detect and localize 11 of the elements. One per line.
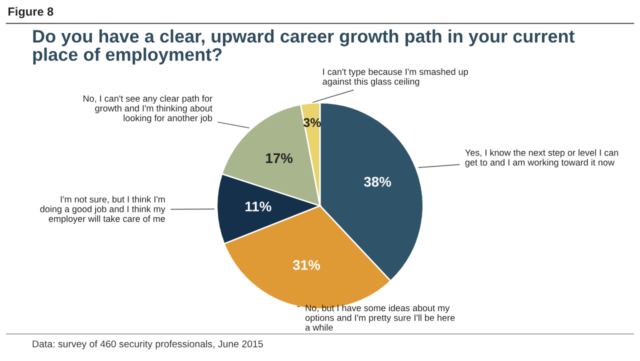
caption: Figure 8 — [8, 7, 54, 18]
slice-label: Yes, I know the next step or level I can get to and I am working toward it now — [465, 149, 618, 168]
data-label: 11% — [246, 202, 272, 212]
data-label: 31% — [292, 260, 320, 270]
slice-label: I'm not sure, but I think I'm doing a good job and I think my employer will take care of me — [40, 196, 166, 224]
chart-title: Do you have a clear, upward career growth path in your current place of employment? — [33, 29, 575, 64]
text: Data: survey of 460 security professionals, June 2015 — [32, 340, 263, 350]
data-label: 38% — [364, 176, 392, 187]
slice-label: I can't type because I'm smashed up against this glass ceiling — [322, 68, 468, 86]
slice-label: No, I can't see any clear path for growth and I'm thinking about looking for another job — [84, 95, 212, 123]
data-label: 17% — [266, 153, 293, 164]
